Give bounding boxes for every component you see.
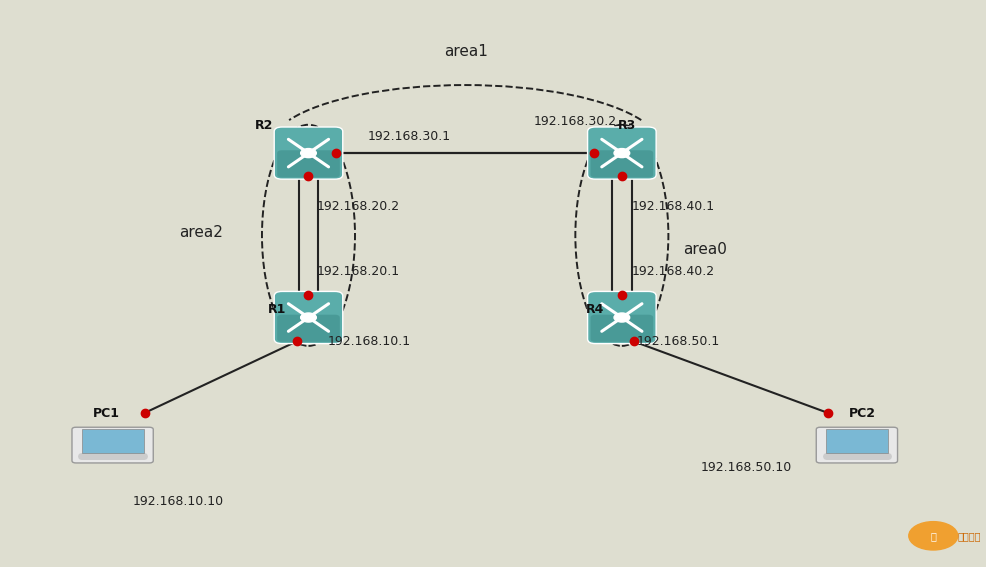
FancyBboxPatch shape <box>588 127 656 179</box>
FancyBboxPatch shape <box>72 428 153 463</box>
FancyBboxPatch shape <box>277 150 340 177</box>
Text: 192.168.30.2: 192.168.30.2 <box>533 115 617 128</box>
Text: 192.168.50.10: 192.168.50.10 <box>700 462 792 474</box>
FancyBboxPatch shape <box>591 150 653 177</box>
Text: 192.168.50.1: 192.168.50.1 <box>637 335 720 348</box>
Text: 192.168.20.1: 192.168.20.1 <box>317 265 399 277</box>
FancyBboxPatch shape <box>588 291 656 344</box>
Text: 192.168.10.1: 192.168.10.1 <box>328 335 411 348</box>
Text: 创: 创 <box>931 531 937 541</box>
Text: PC1: PC1 <box>93 408 120 420</box>
FancyBboxPatch shape <box>816 428 897 463</box>
Text: R1: R1 <box>268 303 286 315</box>
Text: R4: R4 <box>587 303 604 315</box>
Text: area0: area0 <box>683 242 727 257</box>
FancyBboxPatch shape <box>274 127 343 179</box>
Text: 192.168.30.1: 192.168.30.1 <box>367 130 451 143</box>
Circle shape <box>909 522 957 550</box>
Text: 192.168.20.2: 192.168.20.2 <box>317 201 399 213</box>
Text: 创新互联: 创新互联 <box>957 531 981 541</box>
Circle shape <box>614 149 630 158</box>
Text: 192.168.10.10: 192.168.10.10 <box>132 496 224 508</box>
Text: area1: area1 <box>445 44 488 58</box>
FancyBboxPatch shape <box>826 429 888 453</box>
Text: PC2: PC2 <box>849 408 877 420</box>
FancyBboxPatch shape <box>82 429 144 453</box>
Text: area2: area2 <box>178 225 223 240</box>
Circle shape <box>614 313 630 322</box>
FancyBboxPatch shape <box>277 315 340 342</box>
Text: R3: R3 <box>617 120 636 132</box>
Text: 192.168.40.1: 192.168.40.1 <box>632 201 715 213</box>
Circle shape <box>301 149 317 158</box>
Text: 192.168.40.2: 192.168.40.2 <box>632 265 715 277</box>
Circle shape <box>301 313 317 322</box>
FancyBboxPatch shape <box>274 291 343 344</box>
FancyBboxPatch shape <box>591 315 653 342</box>
Text: R2: R2 <box>255 120 273 132</box>
